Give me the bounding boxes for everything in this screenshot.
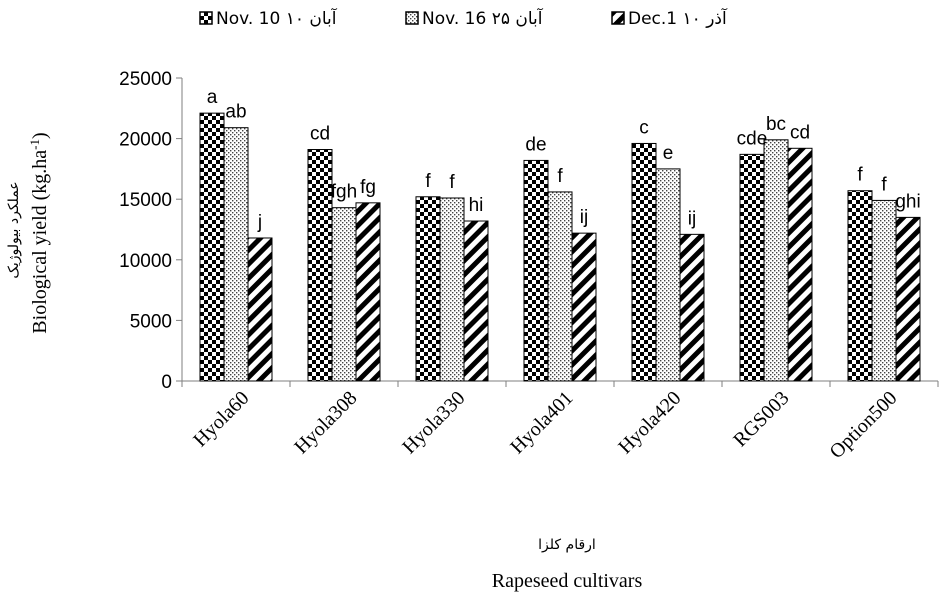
y-tick-label: 25000	[119, 69, 172, 90]
data-label: ghi	[895, 191, 920, 212]
y-tick-label: 0	[161, 372, 172, 393]
bar	[847, 190, 873, 382]
data-label: f	[557, 166, 563, 187]
data-label: f	[881, 174, 887, 195]
legend-swatch	[405, 11, 419, 25]
bar	[331, 207, 357, 382]
x-tick-label: Option500	[825, 387, 901, 463]
data-label: cd	[310, 124, 330, 145]
x-tick-label: RGS003	[729, 387, 793, 451]
bars	[199, 112, 921, 382]
bar	[631, 142, 657, 382]
legend-label: Nov. 10 ۱۰ آبان	[216, 7, 338, 29]
y-tick-label: 5000	[130, 311, 172, 332]
data-label: f	[449, 172, 455, 193]
data-label: f	[857, 165, 863, 186]
data-label: f	[425, 171, 431, 192]
bar	[415, 196, 441, 382]
bar	[571, 232, 597, 382]
data-label: ij	[580, 207, 588, 228]
bar	[355, 202, 381, 382]
bar	[655, 168, 681, 382]
legend-swatch	[611, 11, 625, 25]
legend-swatch	[199, 11, 213, 25]
bar	[787, 147, 813, 382]
data-label: fg	[360, 177, 376, 198]
x-axis-title-persian: ارقام کلزا	[538, 537, 596, 553]
data-label: ij	[688, 208, 696, 229]
bar	[223, 127, 249, 382]
bar	[547, 191, 573, 382]
bar	[871, 199, 897, 382]
bar	[199, 112, 225, 382]
bar	[463, 220, 489, 382]
y-axis-title: Biological yield (kg.ha-1)	[27, 132, 51, 333]
x-tick-label: Hyola308	[290, 387, 361, 458]
legend: Nov. 10 ۱۰ آبان Nov. 16 ۲۵ آبان Dec.1 ۱۰ آ…	[199, 7, 728, 29]
data-label: e	[663, 143, 674, 164]
legend-label: Nov. 16 ۲۵ آبان	[422, 7, 544, 29]
x-tick-label: Hyola330	[398, 387, 469, 458]
data-label: bc	[766, 114, 786, 135]
bar	[679, 233, 705, 382]
x-axis-title: Rapeseed cultivars	[492, 570, 643, 592]
x-axis: Hyola60 Hyola308 Hyola330 Hyola401 Hyola420 R…	[181, 380, 939, 463]
x-tick-label: Hyola60	[189, 387, 253, 451]
data-label: ab	[225, 102, 246, 123]
bar	[247, 237, 273, 382]
bar	[739, 153, 765, 382]
data-label: hi	[469, 195, 484, 216]
bar	[439, 197, 465, 382]
bar	[763, 139, 789, 382]
data-label: cde	[737, 128, 768, 149]
x-tick-label: Hyola420	[614, 387, 685, 458]
y-tick-label: 10000	[119, 251, 172, 272]
y-tick-label: 20000	[119, 130, 172, 151]
data-label: a	[207, 87, 218, 108]
y-axis-title-persian: عملکرد بیولوژیک	[6, 181, 22, 278]
bar	[523, 159, 549, 382]
data-label: fgh	[331, 182, 357, 203]
data-label: c	[639, 117, 649, 138]
bar	[307, 149, 333, 382]
data-label: de	[525, 134, 546, 155]
y-axis: 0 5000 10000 15000 20000 25000	[119, 69, 183, 393]
data-label: j	[257, 212, 262, 233]
data-label: cd	[790, 122, 810, 143]
legend-label: Dec.1 ۱۰ آذر	[628, 7, 728, 29]
y-tick-label: 15000	[119, 190, 172, 211]
bar	[895, 216, 921, 382]
x-tick-label: Hyola401	[506, 387, 577, 458]
